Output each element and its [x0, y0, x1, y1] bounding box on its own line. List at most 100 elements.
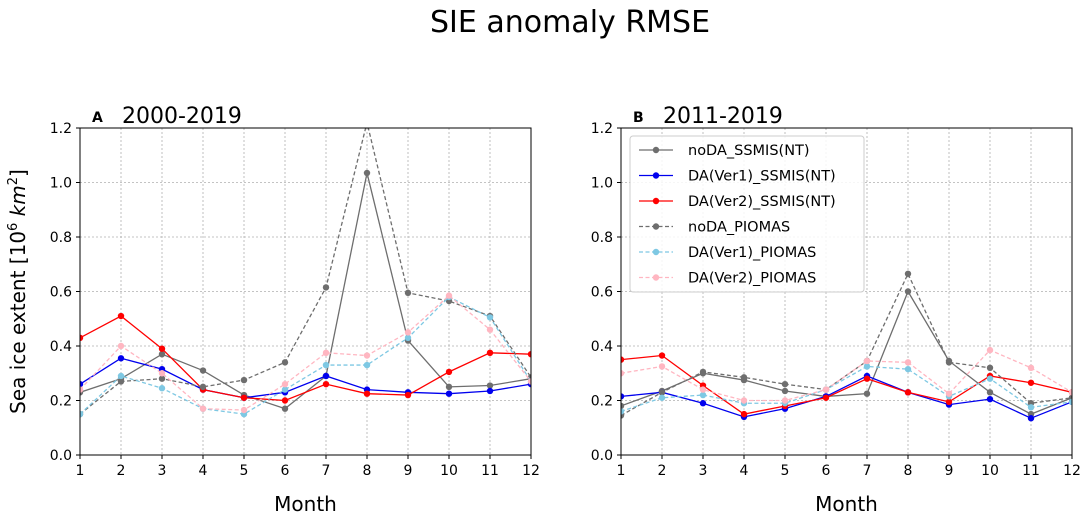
y-tick-label: 0.2: [50, 394, 72, 410]
data-point: [621, 408, 625, 415]
x-tick-label: 4: [199, 463, 208, 479]
x-tick-label: 5: [781, 463, 790, 479]
data-point: [240, 376, 248, 384]
data-point: [199, 405, 207, 412]
data-point: [80, 334, 84, 342]
data-point: [486, 349, 494, 357]
data-point: [945, 398, 953, 406]
y-label-close: ]: [6, 169, 30, 177]
data-point: [621, 402, 625, 410]
data-point: [322, 284, 330, 291]
data-point: [445, 383, 453, 391]
y-tick-label: 1.0: [591, 176, 613, 192]
data-point: [699, 386, 707, 393]
x-tick-label: 12: [522, 463, 540, 479]
data-point: [158, 345, 166, 352]
data-point: [658, 389, 666, 396]
x-tick-label: 2: [117, 463, 126, 479]
x-tick-label: 7: [322, 463, 331, 479]
data-point: [658, 394, 666, 401]
legend-marker: [652, 223, 660, 230]
x-tick-label: 11: [1022, 463, 1040, 479]
panel-label: A: [92, 110, 103, 126]
data-point: [740, 397, 748, 404]
legend-marker: [652, 197, 660, 205]
series-line-noDA_SSMIS(NT): [621, 290, 1072, 415]
figure-title: SIE anomaly RMSE: [430, 5, 710, 40]
data-point: [986, 346, 994, 354]
data-point: [486, 326, 494, 333]
data-point: [117, 312, 125, 320]
data-point: [1027, 415, 1035, 422]
data-point: [364, 119, 370, 125]
x-tick-label: 1: [617, 463, 626, 479]
x-tick-label: 3: [158, 463, 167, 479]
data-point: [658, 352, 666, 359]
legend-label: DA(Ver1)_SSMIS(NT): [688, 169, 836, 185]
data-point: [117, 372, 125, 380]
data-point: [621, 370, 625, 377]
x-tick-label: 9: [945, 463, 954, 479]
series-line-DA(Ver1)_PIOMAS: [80, 296, 531, 415]
data-point: [822, 394, 830, 401]
data-point: [527, 378, 531, 385]
y-label-text: Sea ice extent [10: [6, 231, 30, 414]
data-point: [240, 394, 248, 401]
data-point: [199, 367, 207, 374]
data-point: [1027, 379, 1035, 386]
data-point: [740, 374, 748, 381]
legend-label: DA(Ver2)_PIOMAS: [688, 271, 816, 287]
x-tick-label: 5: [240, 463, 249, 479]
series-line-noDA_SSMIS(NT): [80, 172, 531, 410]
data-point: [945, 359, 953, 366]
x-tick-label: 6: [822, 463, 831, 479]
x-tick-label: 4: [740, 463, 749, 479]
x-axis-label: Month: [274, 492, 337, 516]
y-tick-label: 0.0: [50, 448, 72, 464]
data-point: [904, 389, 912, 396]
legend-label: DA(Ver1)_PIOMAS: [688, 245, 816, 261]
data-point: [80, 410, 84, 418]
panel-label: B: [633, 110, 644, 126]
legend-marker: [652, 274, 660, 281]
data-point: [158, 350, 166, 358]
y-label-exponent: 6: [6, 223, 21, 231]
x-tick-label: 3: [699, 463, 708, 479]
legend-marker: [652, 248, 660, 256]
data-point: [404, 289, 412, 297]
data-point: [699, 391, 707, 399]
data-point: [486, 382, 494, 389]
data-point: [486, 314, 494, 321]
legend: noDA_SSMIS(NT) DA(Ver1)_SSMIS(NT) DA(Ver2)…: [629, 135, 865, 293]
legend-label: noDA_PIOMAS: [688, 220, 790, 236]
series-line-DA(Ver2)_SSMIS(NT): [621, 354, 1072, 415]
data-point: [404, 329, 412, 336]
data-point: [621, 356, 625, 363]
panel-a: 1 2 3 4 5 6 7 8 9 10 11 120.00.20.40.60.81.01.2A 200…: [6, 104, 540, 516]
plot-area: [80, 119, 531, 418]
y-tick-label: 0.0: [591, 448, 613, 464]
data-point: [621, 393, 625, 400]
data-point: [781, 397, 789, 404]
x-tick-label: 9: [404, 463, 413, 479]
panel-title: 2000-2019: [122, 104, 242, 129]
data-point: [281, 386, 289, 393]
data-point: [445, 292, 453, 299]
y-tick-label: 0.4: [591, 339, 613, 355]
data-point: [986, 395, 994, 403]
y-tick-label: 1.0: [50, 176, 72, 192]
y-tick-label: 0.4: [50, 339, 72, 355]
data-point: [281, 359, 289, 366]
x-tick-label: 8: [363, 463, 372, 479]
y-tick-label: 0.8: [591, 230, 613, 246]
x-tick-label: 6: [281, 463, 290, 479]
series-line-DA(Ver1)_SSMIS(NT): [621, 375, 1072, 419]
data-point: [158, 370, 166, 377]
data-point: [363, 352, 371, 359]
data-point: [240, 406, 248, 414]
x-tick-label: 11: [481, 463, 499, 479]
data-point: [699, 400, 707, 407]
data-point: [322, 349, 330, 357]
data-point: [658, 363, 666, 370]
